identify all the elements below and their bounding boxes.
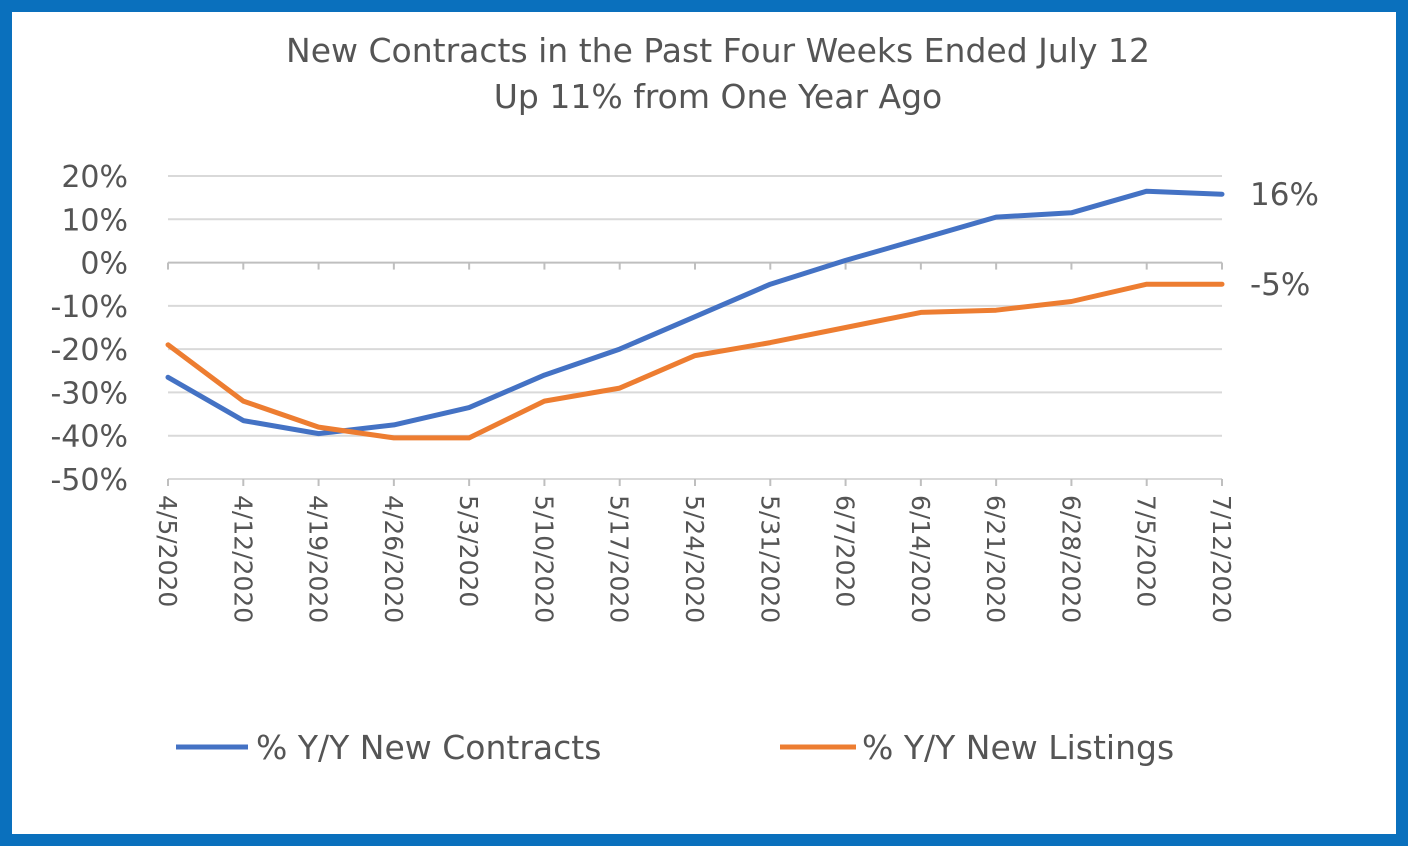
chart-title: New Contracts in the Past Four Weeks End…	[286, 31, 1150, 70]
y-tick-label: 20%	[61, 160, 128, 195]
end-label-new-listings: -5%	[1250, 267, 1310, 303]
y-tick-label: 0%	[80, 247, 128, 282]
y-tick-label: 10%	[61, 203, 128, 238]
x-tick-label: 5/24/2020	[680, 495, 709, 623]
series-lines	[165, 188, 1225, 441]
y-tick-label: -50%	[50, 463, 128, 498]
x-tick-label: 4/19/2020	[304, 495, 333, 623]
x-tick-label: 4/26/2020	[379, 495, 408, 623]
end-label-new-contracts: 16%	[1250, 177, 1319, 213]
x-tick-label: 5/10/2020	[529, 495, 558, 623]
y-tick-label: -40%	[50, 420, 128, 455]
x-tick-label: 5/3/2020	[454, 495, 483, 607]
gridlines	[167, 175, 1223, 486]
x-tick-label: 7/5/2020	[1132, 495, 1161, 607]
series-line-new-listings	[165, 281, 1225, 441]
x-tick-label: 6/28/2020	[1056, 495, 1085, 623]
end-labels: 16% -5%	[1250, 177, 1319, 303]
x-tick-label: 5/17/2020	[605, 495, 634, 623]
y-tick-label: -20%	[50, 333, 128, 368]
x-tick-label: 6/21/2020	[981, 495, 1010, 623]
series-line-new-contracts	[165, 188, 1225, 437]
y-tick-label: -10%	[50, 290, 128, 325]
chart-subtitle: Up 11% from One Year Ago	[494, 77, 942, 116]
legend: % Y/Y New Contracts % Y/Y New Listings	[176, 728, 1174, 767]
x-tick-label: 6/14/2020	[906, 495, 935, 623]
x-tick-label: 6/7/2020	[831, 495, 860, 607]
y-axis-ticks: 20% 10% 0% -10% -20% -30% -40% -50%	[50, 160, 128, 498]
x-tick-label: 7/12/2020	[1207, 495, 1236, 623]
y-tick-label: -30%	[50, 376, 128, 411]
x-tick-label: 5/31/2020	[755, 495, 784, 623]
x-tick-label: 4/5/2020	[153, 495, 182, 607]
legend-entry: % Y/Y New Contracts	[256, 728, 601, 767]
x-tick-label: 4/12/2020	[228, 495, 257, 623]
legend-entry: % Y/Y New Listings	[862, 728, 1174, 767]
x-axis-ticks: 4/5/2020 4/12/2020 4/19/2020 4/26/2020 5/3/2…	[153, 495, 1236, 623]
